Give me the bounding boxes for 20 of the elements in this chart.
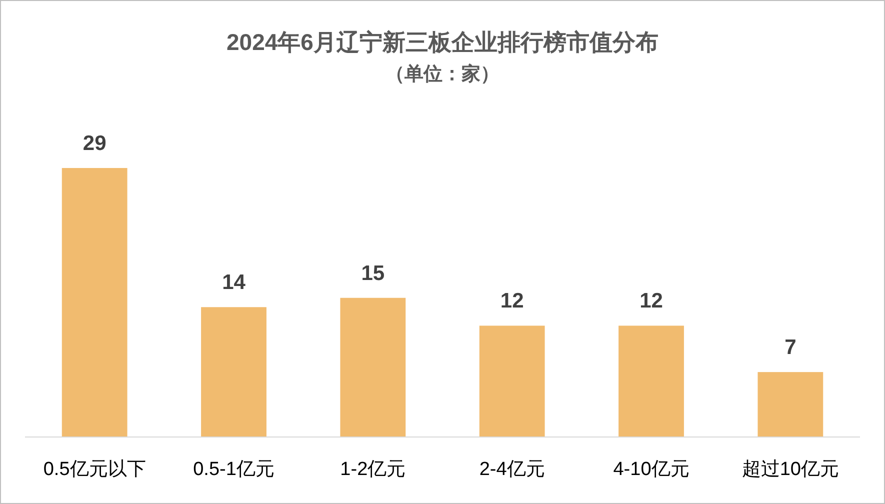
x-tick-label: 超过10亿元 [742, 459, 839, 480]
bar [758, 372, 824, 437]
bar [201, 307, 266, 437]
x-tick-label: 1-2亿元 [340, 459, 406, 480]
data-label: 7 [784, 336, 796, 360]
chart-subtitle: （单位：家） [386, 63, 500, 85]
data-label: 14 [222, 271, 246, 294]
x-tick-label: 0.5亿元以下 [43, 459, 146, 480]
data-label: 12 [500, 290, 524, 313]
data-label: 12 [640, 290, 663, 313]
bar [340, 298, 406, 437]
x-tick-label: 2-4亿元 [479, 459, 545, 480]
x-tick-label: 0.5-1亿元 [193, 459, 274, 480]
bar [62, 168, 128, 437]
x-tick-label: 4-10亿元 [613, 459, 690, 480]
bar [618, 326, 684, 437]
data-label: 15 [361, 262, 385, 285]
chart-title: 2024年6月辽宁新三板企业排行榜市值分布 [226, 29, 658, 55]
bar [479, 326, 545, 437]
data-label: 29 [82, 132, 106, 155]
